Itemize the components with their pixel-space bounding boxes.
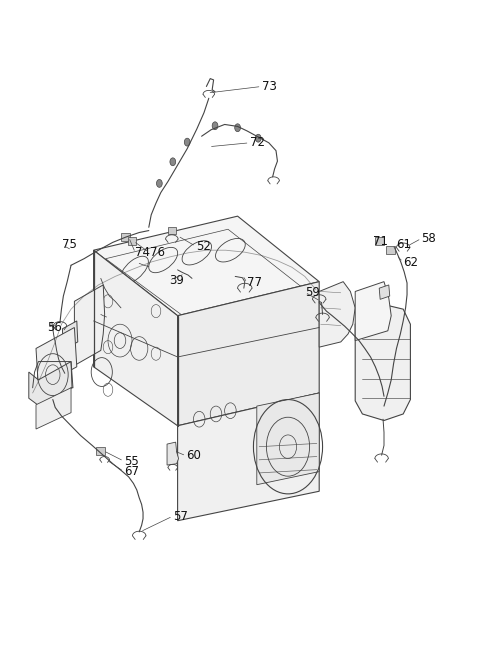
Text: 76: 76 — [150, 246, 165, 259]
Text: 56: 56 — [47, 321, 62, 334]
Polygon shape — [178, 282, 319, 426]
Polygon shape — [355, 305, 410, 421]
Polygon shape — [167, 442, 179, 465]
Bar — [128, 237, 136, 245]
Text: 60: 60 — [186, 449, 201, 462]
Polygon shape — [29, 362, 72, 406]
Circle shape — [235, 124, 240, 132]
Text: 57: 57 — [173, 510, 188, 523]
Text: 67: 67 — [124, 465, 139, 478]
Text: 61: 61 — [396, 238, 411, 252]
Polygon shape — [355, 282, 391, 341]
Text: 74: 74 — [135, 246, 150, 259]
Text: 55: 55 — [124, 455, 139, 468]
Text: 59: 59 — [305, 286, 320, 299]
Text: 52: 52 — [196, 240, 211, 253]
Circle shape — [170, 158, 176, 166]
Circle shape — [255, 134, 261, 142]
Polygon shape — [178, 393, 319, 521]
Polygon shape — [36, 328, 77, 388]
Text: 71: 71 — [373, 234, 388, 248]
Polygon shape — [319, 282, 355, 347]
Bar — [375, 237, 384, 245]
Polygon shape — [94, 250, 178, 426]
Polygon shape — [257, 393, 319, 485]
Text: 58: 58 — [421, 232, 436, 245]
Bar — [96, 447, 105, 455]
Text: 72: 72 — [250, 136, 264, 149]
Bar — [386, 246, 395, 254]
Polygon shape — [36, 388, 71, 429]
Polygon shape — [74, 285, 105, 365]
Circle shape — [184, 138, 190, 146]
Text: 75: 75 — [62, 238, 77, 252]
Bar — [121, 233, 130, 241]
Circle shape — [212, 122, 218, 130]
Text: 73: 73 — [262, 80, 276, 93]
Polygon shape — [94, 216, 319, 316]
Text: 62: 62 — [403, 255, 418, 269]
Text: 39: 39 — [169, 274, 184, 287]
Text: 77: 77 — [247, 276, 262, 290]
Circle shape — [156, 179, 162, 187]
Polygon shape — [62, 321, 78, 350]
Bar — [168, 227, 176, 234]
Polygon shape — [379, 285, 390, 299]
